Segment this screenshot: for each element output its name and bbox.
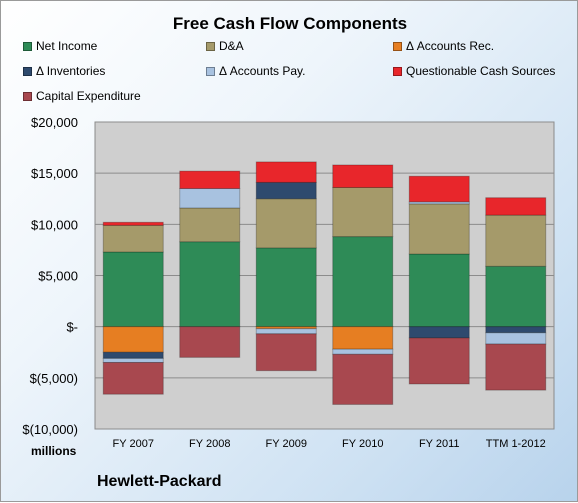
bar-segment bbox=[102, 351, 164, 359]
legend-item: Net Income bbox=[23, 39, 97, 53]
x-tick-label: FY 2007 bbox=[113, 438, 154, 450]
x-tick-label: FY 2009 bbox=[266, 438, 307, 450]
legend-swatch bbox=[23, 67, 32, 76]
y-tick-label: $(10,000) bbox=[22, 422, 78, 437]
legend-label: Δ Accounts Rec. bbox=[406, 39, 495, 53]
legend-item: Δ Inventories bbox=[23, 64, 105, 78]
units-label: millions bbox=[31, 444, 77, 458]
bar-segment bbox=[102, 224, 164, 253]
bar-segment bbox=[485, 265, 547, 328]
bar-segment bbox=[102, 251, 164, 328]
legend-swatch bbox=[23, 42, 32, 51]
y-tick-label: $5,000 bbox=[38, 269, 78, 284]
y-tick-label: $15,000 bbox=[31, 166, 78, 181]
bar-segment bbox=[408, 337, 470, 385]
bar-segment bbox=[408, 326, 470, 339]
bar-segment bbox=[179, 326, 241, 358]
legend-item: Capital Expenditure bbox=[23, 89, 141, 103]
legend-swatch bbox=[393, 67, 402, 76]
bar-segment bbox=[255, 333, 317, 372]
bar-segment bbox=[485, 197, 547, 216]
bar-segment bbox=[255, 326, 317, 330]
bar-segment bbox=[179, 170, 241, 190]
legend-item: Δ Accounts Rec. bbox=[393, 39, 494, 53]
bar-segment bbox=[332, 326, 394, 350]
legend-swatch bbox=[23, 92, 32, 101]
legend-swatch bbox=[206, 42, 215, 51]
legend-label: Capital Expenditure bbox=[36, 89, 141, 103]
bar-segment bbox=[179, 188, 241, 209]
legend-item: Δ Accounts Pay. bbox=[206, 64, 306, 78]
legend-label: Δ Inventories bbox=[36, 64, 106, 78]
bar-segment bbox=[102, 357, 164, 363]
legend-swatch bbox=[393, 42, 402, 51]
legend-item: Questionable Cash Sources bbox=[393, 64, 555, 78]
y-tick-label: $- bbox=[66, 320, 78, 335]
bar-segment bbox=[102, 361, 164, 395]
bar-segment bbox=[332, 353, 394, 405]
bar-segment bbox=[179, 241, 241, 328]
legend-label: Questionable Cash Sources bbox=[406, 64, 556, 78]
x-tick-label: FY 2008 bbox=[189, 438, 230, 450]
bar-segment bbox=[408, 253, 470, 328]
bar-segment bbox=[332, 348, 394, 355]
bar-segment bbox=[332, 236, 394, 328]
company-name: Hewlett-Packard bbox=[97, 473, 222, 490]
x-tick-label: FY 2010 bbox=[342, 438, 383, 450]
bar-segment bbox=[485, 332, 547, 345]
bar-segment bbox=[255, 247, 317, 328]
bar-segment bbox=[485, 343, 547, 391]
legend-label: D&A bbox=[219, 39, 244, 53]
x-tick-label: FY 2011 bbox=[419, 438, 460, 450]
bar-segment bbox=[255, 198, 317, 249]
bar-segment bbox=[255, 181, 317, 200]
bar-segment bbox=[408, 203, 470, 255]
y-tick-label: $10,000 bbox=[31, 217, 78, 232]
x-tick-label: TTM 1-2012 bbox=[486, 438, 546, 450]
bar-segment bbox=[332, 164, 394, 188]
y-tick-label: $(5,000) bbox=[30, 371, 78, 386]
bar-segment bbox=[408, 201, 470, 205]
bar-segment bbox=[102, 326, 164, 353]
bar-segment bbox=[332, 186, 394, 238]
y-tick-label: $20,000 bbox=[31, 115, 78, 130]
bar-segment bbox=[255, 161, 317, 183]
legend-label: Net Income bbox=[36, 39, 98, 53]
chart-title: Free Cash Flow Components bbox=[172, 14, 408, 33]
bar-segment bbox=[102, 221, 164, 226]
legend-label: Δ Accounts Pay. bbox=[219, 64, 306, 78]
bar-segment bbox=[179, 207, 241, 243]
bar-segment bbox=[255, 328, 317, 335]
bar-segment bbox=[408, 175, 470, 203]
bar-segment bbox=[485, 326, 547, 334]
legend-swatch bbox=[206, 67, 215, 76]
bar-segment bbox=[485, 214, 547, 267]
legend-item: D&A bbox=[206, 39, 244, 53]
